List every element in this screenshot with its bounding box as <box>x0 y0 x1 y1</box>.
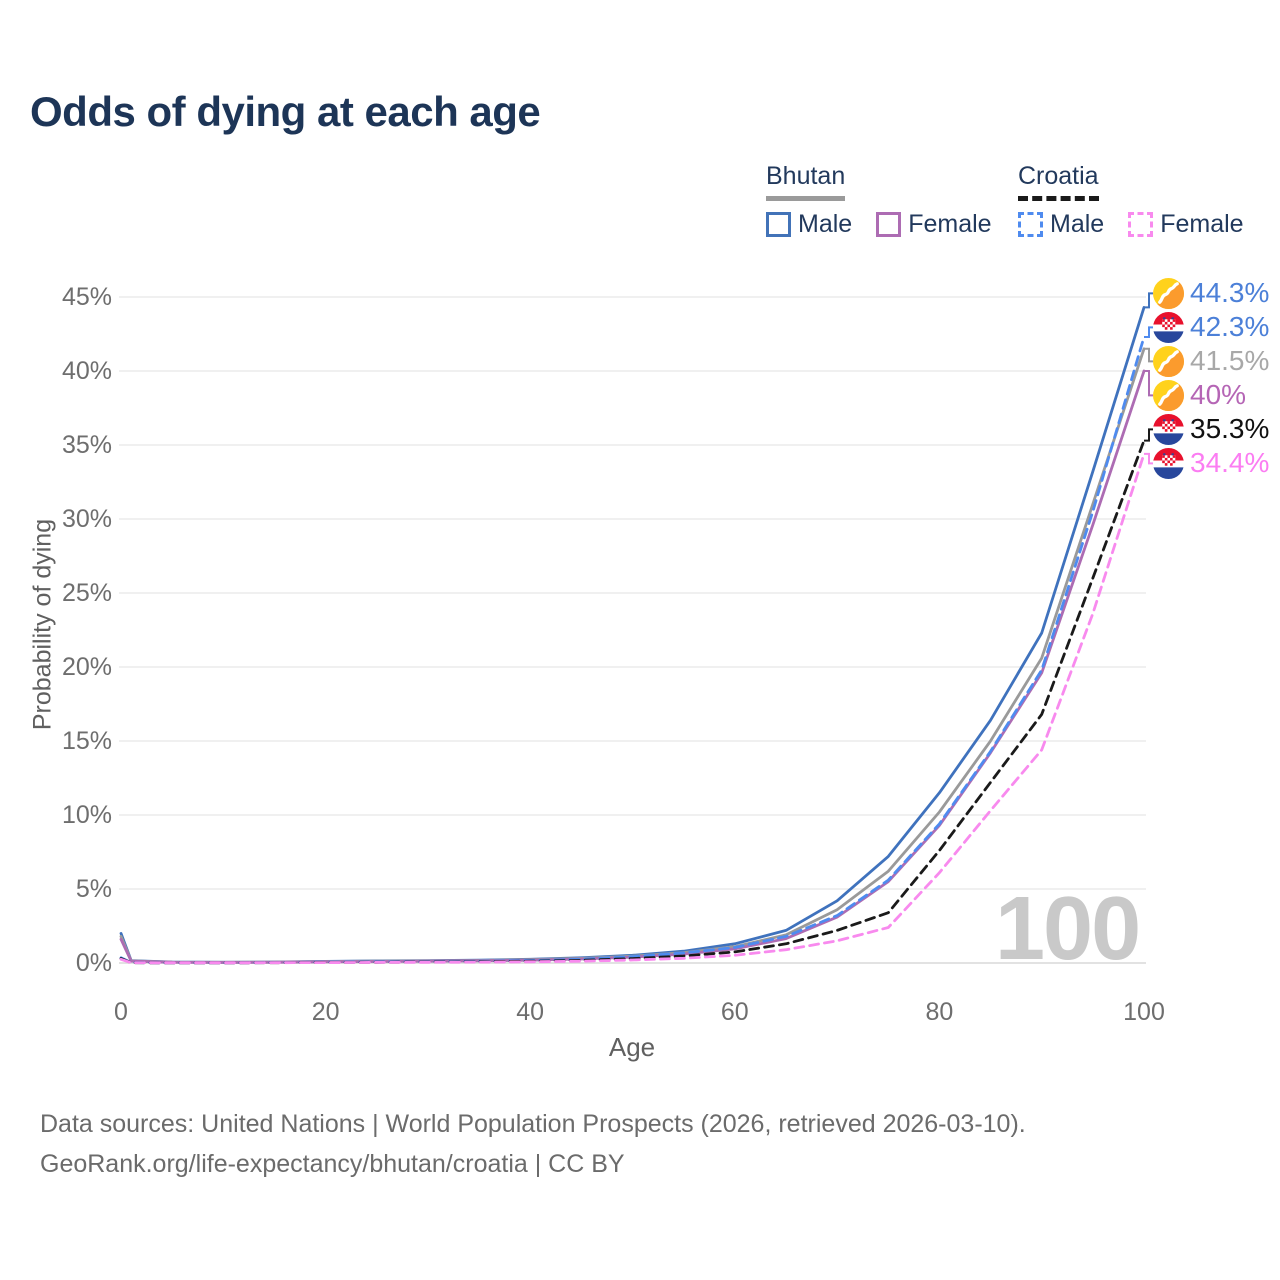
end-label-value: 41.5% <box>1190 345 1270 377</box>
y-tick-label: 30% <box>61 505 112 533</box>
page-title: Odds of dying at each age <box>30 88 541 135</box>
croatia-male-swatch-icon <box>1018 212 1043 237</box>
attribution-text: GeoRank.org/life-expectancy/bhutan/croat… <box>40 1150 625 1178</box>
end-label-croatia-male: 42.3% <box>1153 311 1269 343</box>
x-tick-label: 60 <box>720 998 749 1026</box>
y-tick-label: 0% <box>75 949 112 977</box>
legend-country-bhutan[interactable]: Bhutan <box>766 162 846 201</box>
legend-label-bhutan-female: Female <box>908 210 992 238</box>
end-label-value: 42.3% <box>1190 311 1270 343</box>
chart-line-croatia-male[interactable] <box>119 335 1146 965</box>
y-tick-label: 15% <box>61 727 112 755</box>
legend-group-bhutan: Bhutan Male Female <box>766 162 992 239</box>
croatia-flag-icon <box>1153 311 1184 343</box>
y-tick-label: 40% <box>61 357 112 385</box>
legend-item-croatia-female[interactable]: Female <box>1128 210 1244 239</box>
age-watermark: 100 <box>995 879 1141 979</box>
end-label-connector <box>1144 347 1153 363</box>
end-label-croatia-both-sexes: 35.3% <box>1153 413 1269 445</box>
chart-line-croatia-female[interactable] <box>119 452 1146 965</box>
end-label-connector <box>1144 370 1153 397</box>
end-label-value: 34.4% <box>1190 447 1270 479</box>
y-tick-label: 35% <box>61 431 112 459</box>
y-tick-label: 10% <box>61 801 112 829</box>
end-label-bhutan-female: 40% <box>1153 379 1246 411</box>
x-tick-label: 80 <box>925 998 954 1026</box>
end-label-connector <box>1144 428 1153 442</box>
x-tick-label: 100 <box>1123 998 1165 1026</box>
end-label-bhutan-male: 44.3% <box>1153 277 1269 309</box>
chart-line-bhutan-both-sexes[interactable] <box>119 347 1146 964</box>
legend-country-croatia[interactable]: Croatia <box>1018 162 1099 201</box>
bhutan-flag-icon <box>1153 277 1184 309</box>
end-label-value: 44.3% <box>1190 277 1270 309</box>
croatia-flag-icon <box>1153 413 1184 445</box>
y-tick-label: 25% <box>61 579 112 607</box>
legend-item-bhutan-male[interactable]: Male <box>766 210 852 239</box>
bhutan-flag-icon <box>1153 379 1184 411</box>
end-label-connector <box>1144 292 1153 309</box>
y-axis-title: Probability of dying <box>28 518 57 731</box>
x-tick-label: 20 <box>311 998 340 1026</box>
croatia-flag-icon <box>1153 447 1184 479</box>
end-label-connector <box>1144 326 1153 338</box>
data-sources-text: Data sources: United Nations | World Pop… <box>40 1110 1026 1138</box>
x-axis-title: Age <box>608 1032 656 1062</box>
legend-label-bhutan-male: Male <box>798 210 853 238</box>
legend-item-croatia-male[interactable]: Male <box>1018 210 1104 239</box>
y-tick-label: 45% <box>61 283 112 311</box>
bhutan-female-swatch-icon <box>876 212 902 237</box>
chart-line-bhutan-male[interactable] <box>119 306 1146 964</box>
bhutan-flag-icon <box>1153 345 1184 377</box>
end-label-value: 35.3% <box>1190 413 1270 445</box>
end-label-croatia-female: 34.4% <box>1153 447 1269 479</box>
croatia-female-swatch-icon <box>1128 212 1154 237</box>
bhutan-male-swatch-icon <box>766 212 791 237</box>
legend-item-bhutan-female[interactable]: Female <box>876 210 992 239</box>
legend-group-croatia: Croatia Male Female <box>1018 162 1244 239</box>
end-label-connector <box>1144 452 1153 465</box>
legend-label-croatia-male: Male <box>1050 210 1105 238</box>
x-tick-label: 40 <box>516 998 545 1026</box>
y-tick-label: 5% <box>75 875 112 903</box>
legend-label-croatia-female: Female <box>1160 210 1244 238</box>
y-tick-label: 20% <box>61 653 112 681</box>
x-tick-label: 0 <box>114 998 128 1026</box>
end-label-value: 40% <box>1190 379 1247 411</box>
end-label-bhutan-both-sexes: 41.5% <box>1153 345 1269 377</box>
